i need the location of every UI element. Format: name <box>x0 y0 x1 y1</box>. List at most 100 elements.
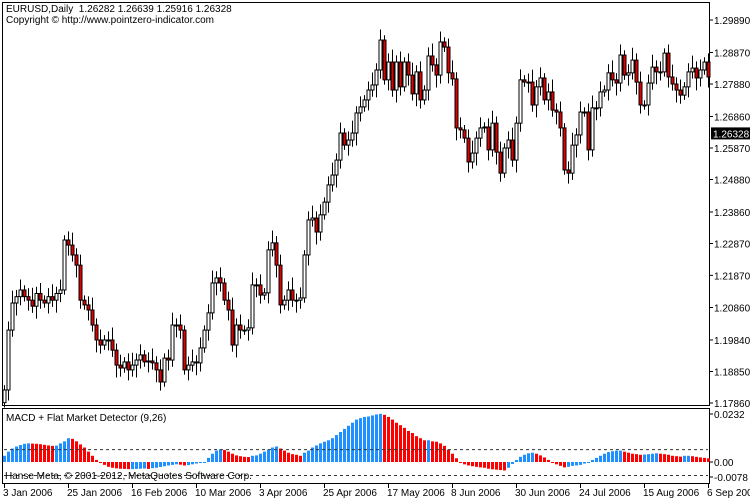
candle-body <box>542 77 547 101</box>
histogram-bar <box>415 436 418 462</box>
histogram-bar <box>371 415 374 462</box>
candle-body <box>190 361 195 366</box>
candle <box>290 277 295 307</box>
candle <box>42 295 47 308</box>
candle-body <box>258 284 263 296</box>
histogram-bar <box>131 462 134 470</box>
histogram-bar <box>119 462 122 469</box>
candle <box>446 38 451 84</box>
candle-body <box>438 41 443 76</box>
candle-body <box>122 361 127 369</box>
candle <box>214 271 219 296</box>
histogram-bar <box>559 462 562 466</box>
candle-body <box>174 324 179 327</box>
histogram-bar <box>443 445 446 462</box>
candle <box>362 95 367 112</box>
candle-body <box>302 254 307 299</box>
histogram-bar <box>515 459 518 462</box>
histogram-bar <box>535 453 538 462</box>
histogram-bar <box>463 462 466 465</box>
candle-body <box>310 217 315 221</box>
histogram-bar <box>483 462 486 468</box>
histogram-bar <box>679 456 682 462</box>
candle-body <box>218 277 223 284</box>
candle-body <box>470 152 475 163</box>
candle-body <box>178 324 183 331</box>
candle-body <box>642 104 647 107</box>
candle <box>406 53 411 86</box>
candle <box>282 295 287 310</box>
candle-body <box>510 139 515 161</box>
candle <box>390 49 395 97</box>
candle <box>518 69 523 132</box>
histogram-bar <box>471 462 474 467</box>
histogram-bar <box>215 450 218 462</box>
date-tick-label: 8 Jun 2006 <box>451 488 501 499</box>
candle-body <box>142 354 147 363</box>
candle <box>26 288 31 311</box>
candle <box>10 290 15 337</box>
candle <box>326 176 331 213</box>
indicator-title: MACD + Flat Market Detector (9,26) <box>6 413 166 424</box>
date-tick-label: 15 Aug 2006 <box>643 488 700 499</box>
candle-body <box>498 151 503 174</box>
candle <box>634 53 639 95</box>
candle <box>194 355 199 376</box>
candle <box>526 73 531 93</box>
candle-body <box>282 299 287 306</box>
histogram-bar <box>51 445 54 462</box>
candle-body <box>478 127 483 139</box>
candle <box>542 73 547 105</box>
histogram-bar <box>503 462 506 471</box>
candle <box>458 117 463 139</box>
histogram-bar <box>319 443 322 462</box>
candle <box>294 293 299 313</box>
candle <box>150 348 155 370</box>
candle-body <box>586 111 591 151</box>
histogram-bar <box>643 454 646 462</box>
candle-body <box>286 289 291 301</box>
candle-body <box>502 147 507 174</box>
candle-body <box>590 107 595 151</box>
candle-body <box>246 327 251 331</box>
histogram-bar <box>83 447 86 462</box>
price-tick-label: 1.29890 <box>714 16 750 27</box>
candle-body <box>66 239 71 246</box>
date-tick-label: 24 Jul 2006 <box>579 488 631 499</box>
candle <box>6 321 11 401</box>
candle-body <box>326 184 331 203</box>
candle-body <box>702 61 707 71</box>
histogram-bar <box>243 456 246 462</box>
candle <box>58 279 63 303</box>
candle-body <box>94 324 99 341</box>
candle <box>698 59 703 87</box>
candle <box>50 284 55 307</box>
price-tick-label: 1.21870 <box>714 271 750 282</box>
candle <box>126 353 131 381</box>
histogram-bar <box>307 450 310 462</box>
candle-body <box>506 139 511 149</box>
candle <box>602 85 607 97</box>
candle-body <box>650 66 655 84</box>
histogram-bar <box>187 462 190 466</box>
candle <box>558 101 563 137</box>
candle <box>182 325 187 375</box>
candle <box>570 132 575 180</box>
candle <box>138 344 143 369</box>
candle <box>354 106 359 146</box>
candle <box>174 318 179 338</box>
candle-body <box>574 134 579 146</box>
histogram-bar <box>323 441 326 462</box>
candle-body <box>634 59 639 83</box>
histogram-bar <box>499 462 502 471</box>
candle-body <box>614 79 619 84</box>
histogram-bar <box>479 462 482 468</box>
candle-body <box>214 277 219 284</box>
candle <box>494 116 499 165</box>
histogram-bar <box>539 455 542 462</box>
histogram-bar <box>387 416 390 462</box>
candle-body <box>206 312 211 331</box>
candle-body <box>434 64 439 76</box>
candle <box>666 44 671 88</box>
candle-body <box>330 174 335 186</box>
